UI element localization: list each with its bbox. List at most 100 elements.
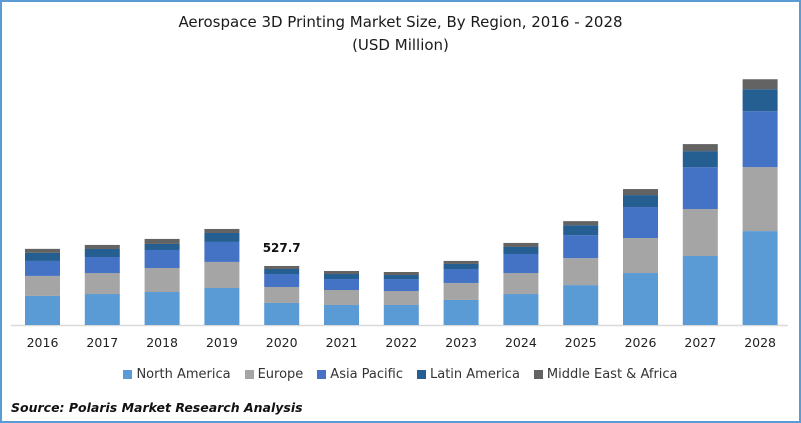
legend-item: North America	[123, 367, 231, 382]
bar-2024-latin-america	[503, 246, 539, 255]
bar-2018-europe	[144, 267, 180, 293]
x-tick-label: 2018	[146, 335, 178, 350]
bar-2021-asia-pacific	[324, 279, 359, 291]
legend-swatch-icon	[533, 370, 543, 379]
legend-item: Latin America	[417, 367, 520, 382]
chart-subtitle: (USD Million)	[352, 36, 449, 54]
bar-2016-asia-pacific	[25, 260, 60, 276]
legend-swatch-icon	[123, 370, 133, 379]
x-tick-label: 2019	[206, 335, 238, 350]
bar-2023-north-america	[443, 299, 479, 325]
bar-2018-latin-america	[144, 243, 180, 250]
bar-2028-north-america	[742, 231, 778, 325]
x-tick-label: 2021	[326, 335, 358, 350]
data-labels: 527.7	[263, 241, 301, 255]
bar-2020-asia-pacific	[264, 274, 300, 287]
bar-2027-europe	[682, 209, 718, 257]
bar-2020-europe	[264, 286, 300, 303]
bar-2016-latin-america	[25, 252, 60, 261]
bar-2018-north-america	[144, 292, 180, 325]
bar-2020-middle-east-africa	[264, 265, 300, 269]
bar-2024-asia-pacific	[503, 254, 539, 274]
bar-2022-asia-pacific	[383, 279, 419, 292]
bar-2027-latin-america	[682, 151, 718, 168]
x-tick-label: 2016	[27, 335, 59, 350]
x-tick-label: 2026	[625, 335, 657, 350]
legend-label: Middle East & Africa	[546, 367, 678, 382]
bar-2017-north-america	[84, 294, 120, 325]
bar-2017-latin-america	[84, 248, 120, 258]
bar-2018-middle-east-africa	[144, 238, 180, 244]
bar-2016-europe	[25, 275, 60, 296]
bar-2019-latin-america	[204, 232, 240, 242]
bar-2019-asia-pacific	[204, 241, 240, 262]
bar-2026-middle-east-africa	[623, 189, 658, 196]
bars-group	[25, 79, 778, 325]
bar-2025-middle-east-africa	[563, 221, 599, 226]
bar-2019-middle-east-africa	[204, 228, 240, 233]
bar-2026-north-america	[623, 273, 658, 325]
bar-2024-middle-east-africa	[503, 242, 539, 247]
bar-2025-asia-pacific	[563, 235, 599, 259]
bar-2016-north-america	[25, 295, 60, 325]
bar-2022-latin-america	[383, 275, 419, 280]
bar-2027-north-america	[682, 256, 718, 325]
bar-2016-middle-east-africa	[25, 248, 60, 253]
x-tick-label: 2017	[86, 335, 118, 350]
bar-2024-europe	[503, 273, 539, 295]
x-tick-label: 2020	[266, 335, 298, 350]
bar-2021-europe	[324, 290, 359, 305]
x-tick-label: 2025	[565, 335, 597, 350]
bar-2018-asia-pacific	[144, 249, 180, 268]
bar-2019-europe	[204, 261, 240, 288]
bar-2024-north-america	[503, 294, 539, 325]
bar-2021-middle-east-africa	[324, 270, 359, 275]
bar-2017-middle-east-africa	[84, 244, 120, 249]
bar-2023-middle-east-africa	[443, 260, 479, 264]
bar-2025-north-america	[563, 285, 599, 325]
bar-2028-latin-america	[742, 89, 778, 112]
data-label-2020: 527.7	[263, 241, 301, 255]
legend-item: Middle East & Africa	[533, 367, 678, 382]
bar-2025-latin-america	[563, 225, 599, 236]
legend-swatch-icon	[317, 370, 327, 379]
bar-2022-north-america	[383, 304, 419, 325]
bar-2019-north-america	[204, 287, 240, 325]
bar-2023-latin-america	[443, 263, 479, 269]
x-tick-label: 2028	[744, 335, 776, 350]
source-note: Source: Polaris Market Research Analysis	[11, 400, 303, 415]
bar-2022-europe	[383, 291, 419, 305]
legend-swatch-icon	[244, 370, 254, 379]
bar-2025-europe	[563, 258, 599, 286]
bar-2022-middle-east-africa	[383, 272, 419, 276]
legend: North America Europe Asia Pacific Latin Ame…	[0, 367, 801, 382]
bar-2023-asia-pacific	[443, 268, 479, 283]
bar-2017-asia-pacific	[84, 257, 120, 274]
legend-item: Europe	[244, 367, 304, 382]
bar-2017-europe	[84, 273, 120, 295]
bar-2026-latin-america	[623, 195, 658, 208]
legend-label: Asia Pacific	[330, 367, 403, 382]
legend-swatch-icon	[417, 370, 426, 379]
bar-2020-latin-america	[264, 268, 300, 275]
x-tick-label: 2022	[385, 335, 417, 350]
x-tick-label: 2027	[684, 335, 716, 350]
bar-2021-latin-america	[324, 274, 359, 280]
x-tick-labels: 2016 2017 2018 2019 2020 2021 2022 2023 2024 2025…	[27, 335, 776, 350]
x-tick-label: 2023	[445, 335, 477, 350]
legend-label: Latin America	[430, 367, 520, 382]
legend-label: North America	[136, 367, 231, 382]
bar-2026-asia-pacific	[623, 207, 658, 239]
legend-label: Europe	[257, 367, 304, 382]
x-tick-label: 2024	[505, 335, 537, 350]
bar-2023-europe	[443, 282, 479, 300]
bar-2028-middle-east-africa	[742, 79, 778, 90]
bar-2028-europe	[742, 167, 778, 232]
bar-2027-middle-east-africa	[682, 144, 718, 152]
bar-2026-europe	[623, 238, 658, 274]
bar-2020-north-america	[264, 302, 300, 325]
bar-2028-asia-pacific	[742, 111, 778, 168]
legend-item: Asia Pacific	[317, 367, 403, 382]
